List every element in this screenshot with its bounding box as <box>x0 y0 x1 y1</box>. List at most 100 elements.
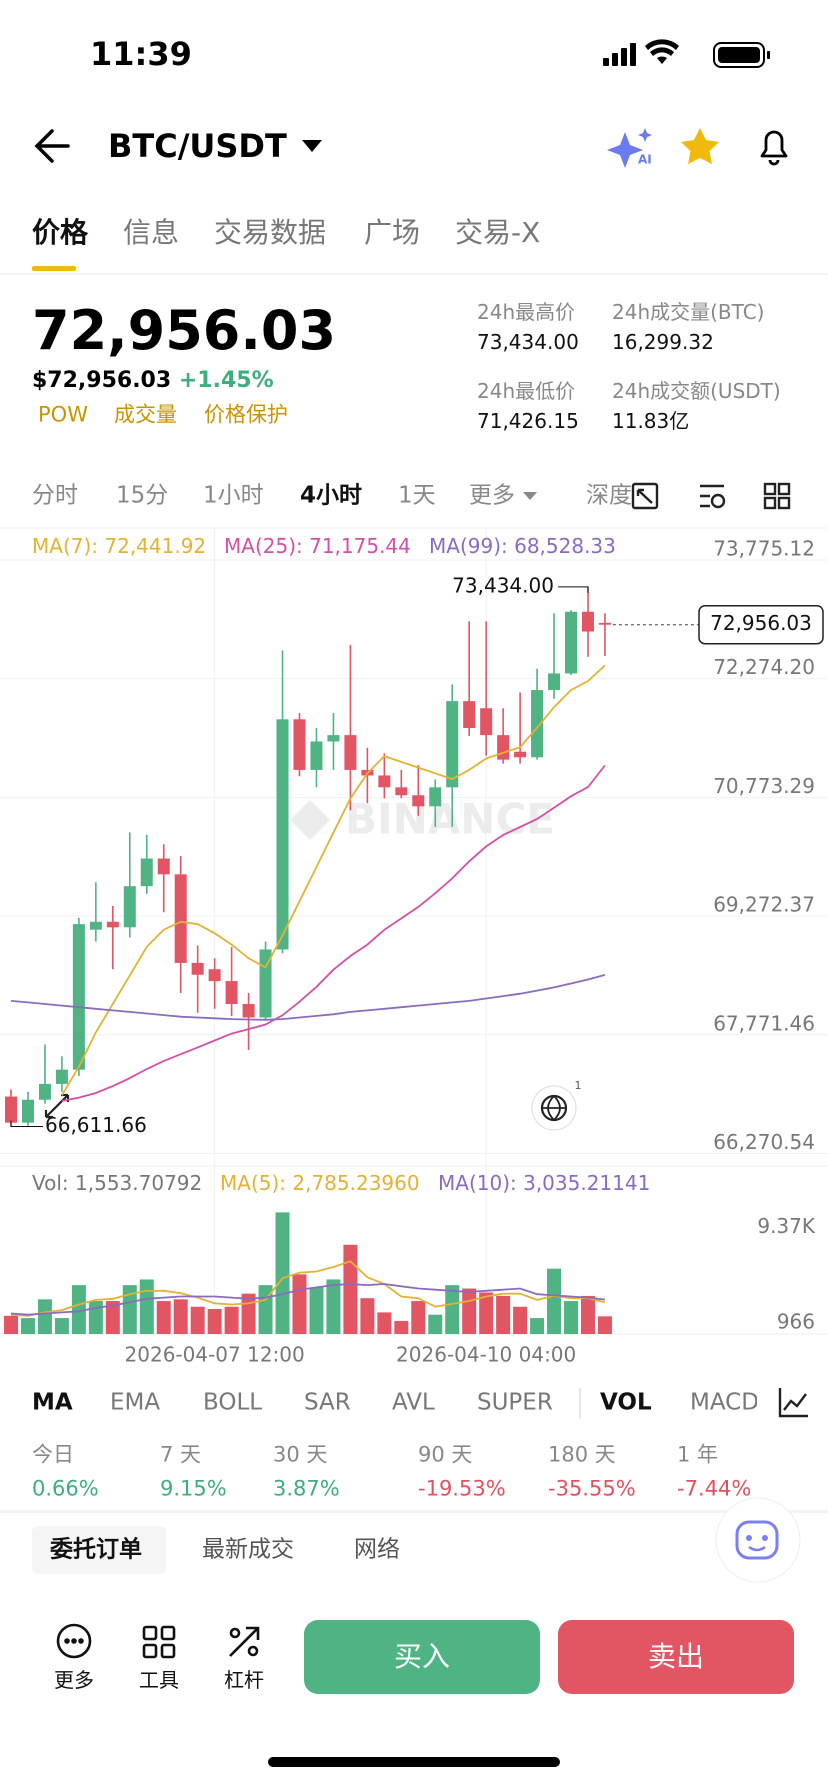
candle-body <box>208 969 221 982</box>
volume-bar <box>428 1314 443 1334</box>
chart-tools[interactable] <box>631 482 791 510</box>
indicator[interactable]: AVL <box>392 1391 435 1415</box>
interval[interactable]: 1天 <box>398 482 436 509</box>
volume-bar <box>394 1320 409 1334</box>
volume-bar <box>139 1279 154 1334</box>
assistant-icon[interactable] <box>715 1497 801 1583</box>
back-arrow[interactable] <box>34 129 70 163</box>
volume-bar <box>122 1285 137 1334</box>
indicator[interactable]: SAR <box>304 1391 351 1415</box>
tab[interactable]: 广场 <box>364 216 421 249</box>
interval[interactable]: 更多 <box>469 482 515 509</box>
interval[interactable]: 深度 <box>586 482 632 509</box>
tab[interactable]: 价格 <box>32 216 89 249</box>
tab[interactable]: 交易数据 <box>214 216 327 249</box>
volume-bar <box>224 1306 239 1334</box>
ai-icon[interactable]: AI <box>607 128 652 168</box>
indicator[interactable]: BOLL <box>203 1391 263 1415</box>
last-price: 72,956.03 <box>32 299 337 362</box>
high-marker-line <box>557 586 589 593</box>
candle-body <box>123 886 136 928</box>
volume-bar <box>377 1312 392 1334</box>
volume-bar <box>71 1285 86 1334</box>
buy-button[interactable] <box>304 1620 540 1694</box>
candle-body <box>21 1099 34 1123</box>
buy-label[interactable]: 买入 <box>393 1640 451 1673</box>
last-price-box <box>698 604 824 645</box>
order-tab[interactable]: 网络 <box>354 1536 400 1563</box>
sell-button[interactable] <box>558 1620 794 1694</box>
more-caret[interactable] <box>523 492 537 500</box>
volume-bar <box>20 1318 35 1334</box>
watermark-logo <box>290 800 330 840</box>
volume-bar <box>37 1299 52 1334</box>
interval[interactable]: 1小时 <box>203 482 264 509</box>
tag[interactable]: POW <box>38 402 88 427</box>
volume-bar <box>462 1288 477 1334</box>
candle-body <box>463 701 476 729</box>
perf-value: -7.44% <box>677 1476 752 1501</box>
volume-bar <box>4 1315 18 1334</box>
volume-ma-legend: MA(10): 3,035.21141 <box>438 1171 651 1195</box>
divider <box>0 1510 828 1513</box>
volume-tick-label: 966 <box>777 1310 815 1334</box>
volume-bar <box>241 1293 256 1334</box>
volume-bar <box>105 1301 120 1334</box>
stat-label: 24h最低价 <box>477 379 576 403</box>
low-marker-line <box>10 1120 43 1127</box>
stat-label: 24h成交额(USDT) <box>612 379 781 403</box>
volume-bar <box>513 1306 528 1334</box>
time: 11:39 <box>90 35 192 73</box>
volume-bar <box>190 1306 205 1334</box>
tag[interactable]: 价格保护 <box>204 402 288 427</box>
tab[interactable]: 交易-X <box>455 216 541 249</box>
indicator[interactable]: SUPER <box>477 1391 553 1415</box>
toolbar-label[interactable]: 更多 <box>54 1668 94 1692</box>
tab[interactable]: 信息 <box>123 216 180 249</box>
order-tab[interactable]: 最新成交 <box>202 1536 294 1563</box>
order-tab[interactable]: 委托订单 <box>50 1536 142 1563</box>
perf-value: -19.53% <box>418 1476 506 1501</box>
interval[interactable]: 分时 <box>32 482 78 509</box>
volume-ma-line <box>10 1260 606 1317</box>
volume-bar <box>309 1287 324 1334</box>
bell-icon[interactable] <box>760 130 788 166</box>
indicator[interactable]: VOL <box>600 1391 652 1415</box>
volume-bar <box>360 1298 375 1334</box>
toolbar-icons[interactable] <box>56 1623 260 1659</box>
indicator[interactable]: MACD <box>690 1391 757 1415</box>
candle-body <box>429 787 442 807</box>
globe-icon[interactable] <box>531 1085 577 1131</box>
pair[interactable]: BTC/USDT <box>108 127 287 165</box>
candle-body <box>581 611 594 632</box>
toolbar-label[interactable]: 杠杆 <box>224 1668 264 1692</box>
sell-label[interactable]: 卖出 <box>647 1640 705 1673</box>
volume-bar <box>326 1279 341 1334</box>
indicator[interactable]: MA <box>32 1391 73 1415</box>
interval[interactable]: 4小时 <box>300 482 363 509</box>
volume-bar <box>343 1244 358 1334</box>
y-tick-label: 73,775.12 <box>713 536 815 560</box>
candle-body <box>174 874 187 963</box>
candle-body <box>548 673 561 691</box>
ma-line <box>61 764 606 1102</box>
indicator-settings-icon[interactable] <box>778 1388 808 1418</box>
volume-bar <box>564 1301 579 1334</box>
y-tick-label: 70,773.29 <box>713 774 815 798</box>
perf-value: 0.66% <box>32 1476 99 1501</box>
toolbar-label[interactable]: 工具 <box>139 1668 179 1692</box>
volume-legend: Vol: 1,553.70792 <box>32 1171 203 1195</box>
volume-tick-label: 9.37K <box>757 1214 816 1238</box>
interval[interactable]: 15分 <box>116 482 169 509</box>
watermark: BINANCE <box>345 795 555 844</box>
star-icon[interactable] <box>681 128 719 164</box>
pair-caret[interactable] <box>302 140 322 152</box>
tag[interactable]: 成交量 <box>114 402 177 427</box>
y-tick-label: 72,274.20 <box>713 655 815 679</box>
candle-body <box>242 1004 255 1018</box>
candle-body <box>395 787 408 796</box>
indicator[interactable]: EMA <box>110 1391 161 1415</box>
perf-label: 90 天 <box>418 1442 473 1467</box>
